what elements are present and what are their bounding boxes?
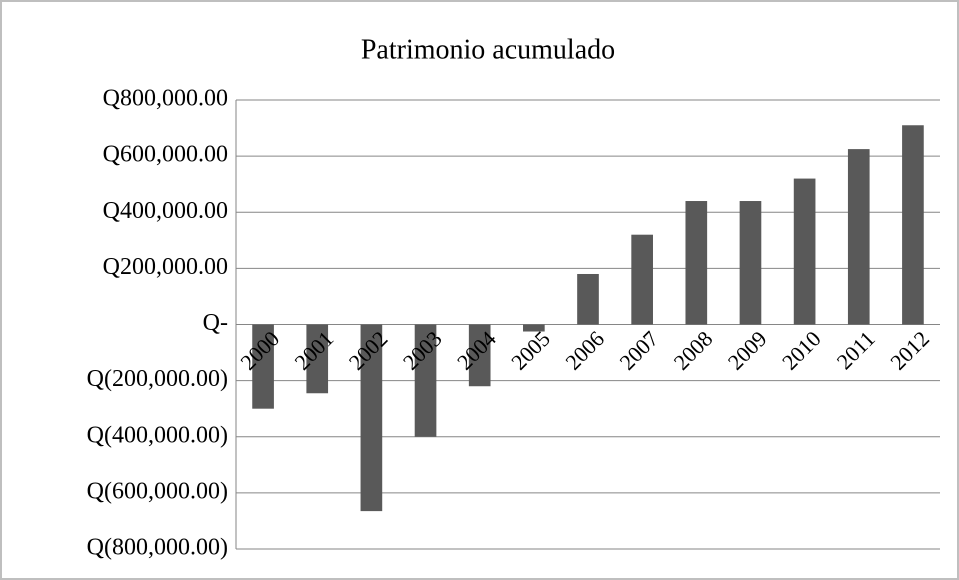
bar xyxy=(252,324,274,409)
bar xyxy=(739,201,762,325)
bar xyxy=(793,178,816,325)
y-tick-label: Q600,000.00 xyxy=(103,142,228,168)
bar xyxy=(414,324,437,437)
chart-title: Patrimonio acumulado xyxy=(361,34,615,65)
bar xyxy=(577,273,599,325)
y-tick-label: Q- xyxy=(203,310,228,336)
bar xyxy=(631,234,653,325)
y-tick-label: Q800,000.00 xyxy=(103,86,228,112)
bar xyxy=(902,125,924,325)
y-tick-label: Q(400,000.00) xyxy=(87,422,228,448)
y-tick-label: Q(600,000.00) xyxy=(87,478,228,504)
y-tick-label: Q(800,000.00) xyxy=(87,535,228,561)
bar xyxy=(360,324,383,512)
y-tick-label: Q400,000.00 xyxy=(103,198,228,224)
bar xyxy=(523,324,545,332)
y-tick-label: Q(200,000.00) xyxy=(87,366,228,392)
bar xyxy=(685,201,708,325)
bar xyxy=(306,324,329,394)
y-tick-label: Q200,000.00 xyxy=(103,254,228,280)
bar xyxy=(468,324,491,387)
bar xyxy=(847,149,870,325)
